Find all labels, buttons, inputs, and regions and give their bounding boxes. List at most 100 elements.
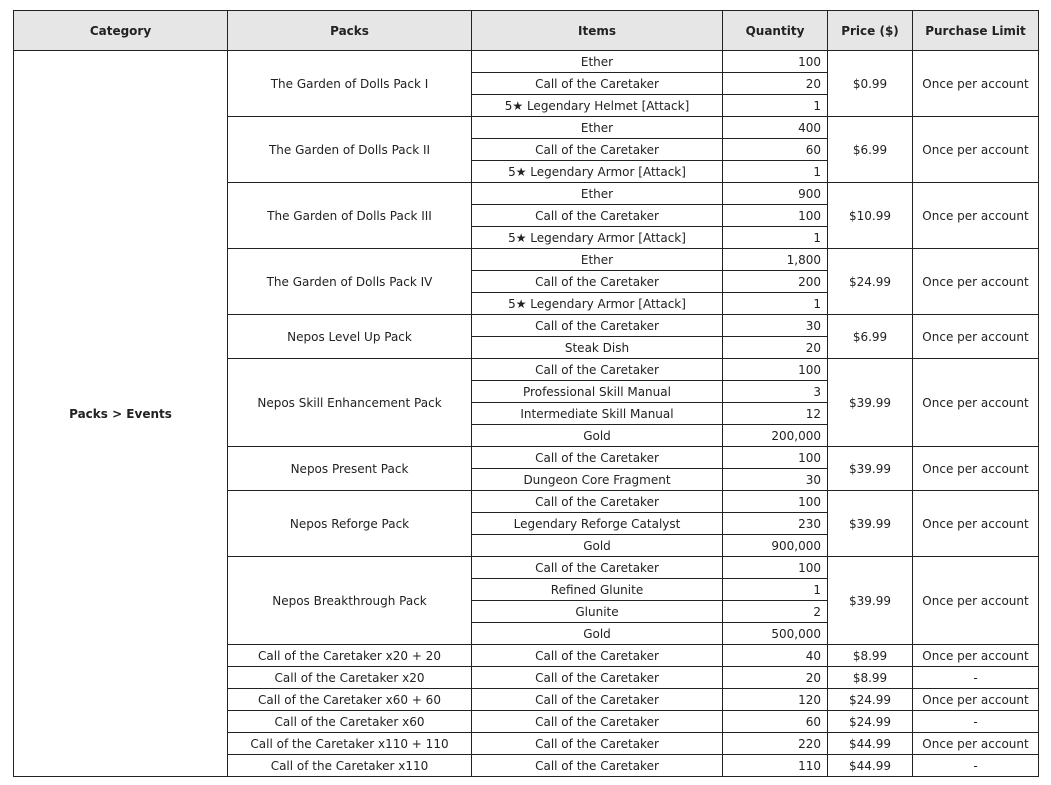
table-row: Call of the Caretaker x110 Call of the Ca… [14,754,1039,777]
table-row: Professional Skill Manual 3 [14,380,1039,403]
item-quantity: 100 [722,50,828,73]
pack-price: $8.99 [827,666,913,689]
item-name: 5★ Legendary Armor [Attack] [471,160,723,183]
item-name: Legendary Reforge Catalyst [471,512,723,535]
pack-price: $8.99 [827,644,913,667]
table-row: 5★ Legendary Armor [Attack] 1 [14,226,1039,249]
category-cell: Packs > Events [13,50,228,777]
purchase-limit: - [912,710,1039,733]
item-quantity: 60 [722,710,828,733]
pack-name: Nepos Skill Enhancement Pack [227,358,472,447]
pack-name: The Garden of Dolls Pack II [227,116,472,183]
table-row: Steak Dish 20 [14,336,1039,359]
item-name: Gold [471,622,723,645]
item-quantity: 900 [722,182,828,205]
pack-name: Call of the Caretaker x110 + 110 [227,732,472,755]
pack-price: $6.99 [827,314,913,359]
item-quantity: 20 [722,72,828,95]
table-row: Gold 900,000 [14,534,1039,557]
item-quantity: 40 [722,644,828,667]
header-quantity: Quantity [722,10,828,51]
purchase-limit: - [912,754,1039,777]
purchase-limit: Once per account [912,644,1039,667]
item-quantity: 100 [722,446,828,469]
pack-price: $39.99 [827,446,913,491]
item-quantity: 1 [722,160,828,183]
item-quantity: 120 [722,688,828,711]
item-name: Call of the Caretaker [471,688,723,711]
table-row: Legendary Reforge Catalyst 230 [14,512,1039,535]
item-name: Gold [471,424,723,447]
item-name: Dungeon Core Fragment [471,468,723,491]
item-name: Ether [471,182,723,205]
item-name: Call of the Caretaker [471,490,723,513]
item-name: Professional Skill Manual [471,380,723,403]
item-quantity: 230 [722,512,828,535]
purchase-limit: Once per account [912,446,1039,491]
item-name: Call of the Caretaker [471,556,723,579]
pack-price: $24.99 [827,710,913,733]
pack-name: Call of the Caretaker x20 [227,666,472,689]
packs-table: Category Packs Items Quantity Price ($) … [13,10,1039,777]
item-quantity: 200,000 [722,424,828,447]
header-packs: Packs [227,10,472,51]
table-row: Call of the Caretaker x20 + 20 Call of th… [14,644,1039,667]
item-quantity: 1 [722,578,828,601]
item-name: Intermediate Skill Manual [471,402,723,425]
item-name: Call of the Caretaker [471,270,723,293]
item-quantity: 1 [722,292,828,315]
purchase-limit: Once per account [912,314,1039,359]
item-quantity: 1,800 [722,248,828,271]
purchase-limit: - [912,666,1039,689]
item-quantity: 200 [722,270,828,293]
item-quantity: 220 [722,732,828,755]
item-quantity: 900,000 [722,534,828,557]
item-name: Call of the Caretaker [471,358,723,381]
item-name: Call of the Caretaker [471,446,723,469]
pack-price: $24.99 [827,688,913,711]
pack-name: Nepos Present Pack [227,446,472,491]
item-name: Ether [471,50,723,73]
pack-name: Call of the Caretaker x60 + 60 [227,688,472,711]
purchase-limit: Once per account [912,556,1039,645]
item-quantity: 110 [722,754,828,777]
item-name: Call of the Caretaker [471,644,723,667]
pack-price: $39.99 [827,490,913,557]
pack-price: $6.99 [827,116,913,183]
table-row: The Garden of Dolls Pack II Ether 400 $6.99… [14,116,1039,183]
header-items: Items [471,10,723,51]
item-name: Call of the Caretaker [471,72,723,95]
item-quantity: 30 [722,314,828,337]
table-row: Nepos Present Pack Call of the Caretaker 1… [14,446,1039,491]
table-row: The Garden of Dolls Pack III Ether 900 $10.… [14,182,1039,249]
pack-price: $24.99 [827,248,913,315]
table-row: Call of the Caretaker x60 + 60 Call of th… [14,688,1039,711]
purchase-limit: Once per account [912,688,1039,711]
item-quantity: 100 [722,358,828,381]
table-row: 5★ Legendary Armor [Attack] 1 [14,292,1039,315]
header-row: Category Packs Items Quantity Price ($) … [13,10,1039,51]
item-quantity: 100 [722,490,828,513]
item-name: Call of the Caretaker [471,732,723,755]
item-name: Call of the Caretaker [471,314,723,337]
item-name: 5★ Legendary Armor [Attack] [471,226,723,249]
table-row: Intermediate Skill Manual 12 [14,402,1039,425]
purchase-limit: Once per account [912,490,1039,557]
item-quantity: 1 [722,94,828,117]
item-name: 5★ Legendary Armor [Attack] [471,292,723,315]
item-quantity: 60 [722,138,828,161]
item-name: Call of the Caretaker [471,754,723,777]
item-name: Steak Dish [471,336,723,359]
table-row: Gold 200,000 [14,424,1039,447]
pack-name: Nepos Breakthrough Pack [227,556,472,645]
header-purchase-limit: Purchase Limit [912,10,1039,51]
pack-price: $44.99 [827,754,913,777]
table-row: Dungeon Core Fragment 30 [14,468,1039,491]
item-name: Call of the Caretaker [471,138,723,161]
item-quantity: 100 [722,204,828,227]
purchase-limit: Once per account [912,732,1039,755]
pack-name: Call of the Caretaker x110 [227,754,472,777]
item-quantity: 20 [722,336,828,359]
table-row: Call of the Caretaker 200 [14,270,1039,293]
item-name: Ether [471,248,723,271]
